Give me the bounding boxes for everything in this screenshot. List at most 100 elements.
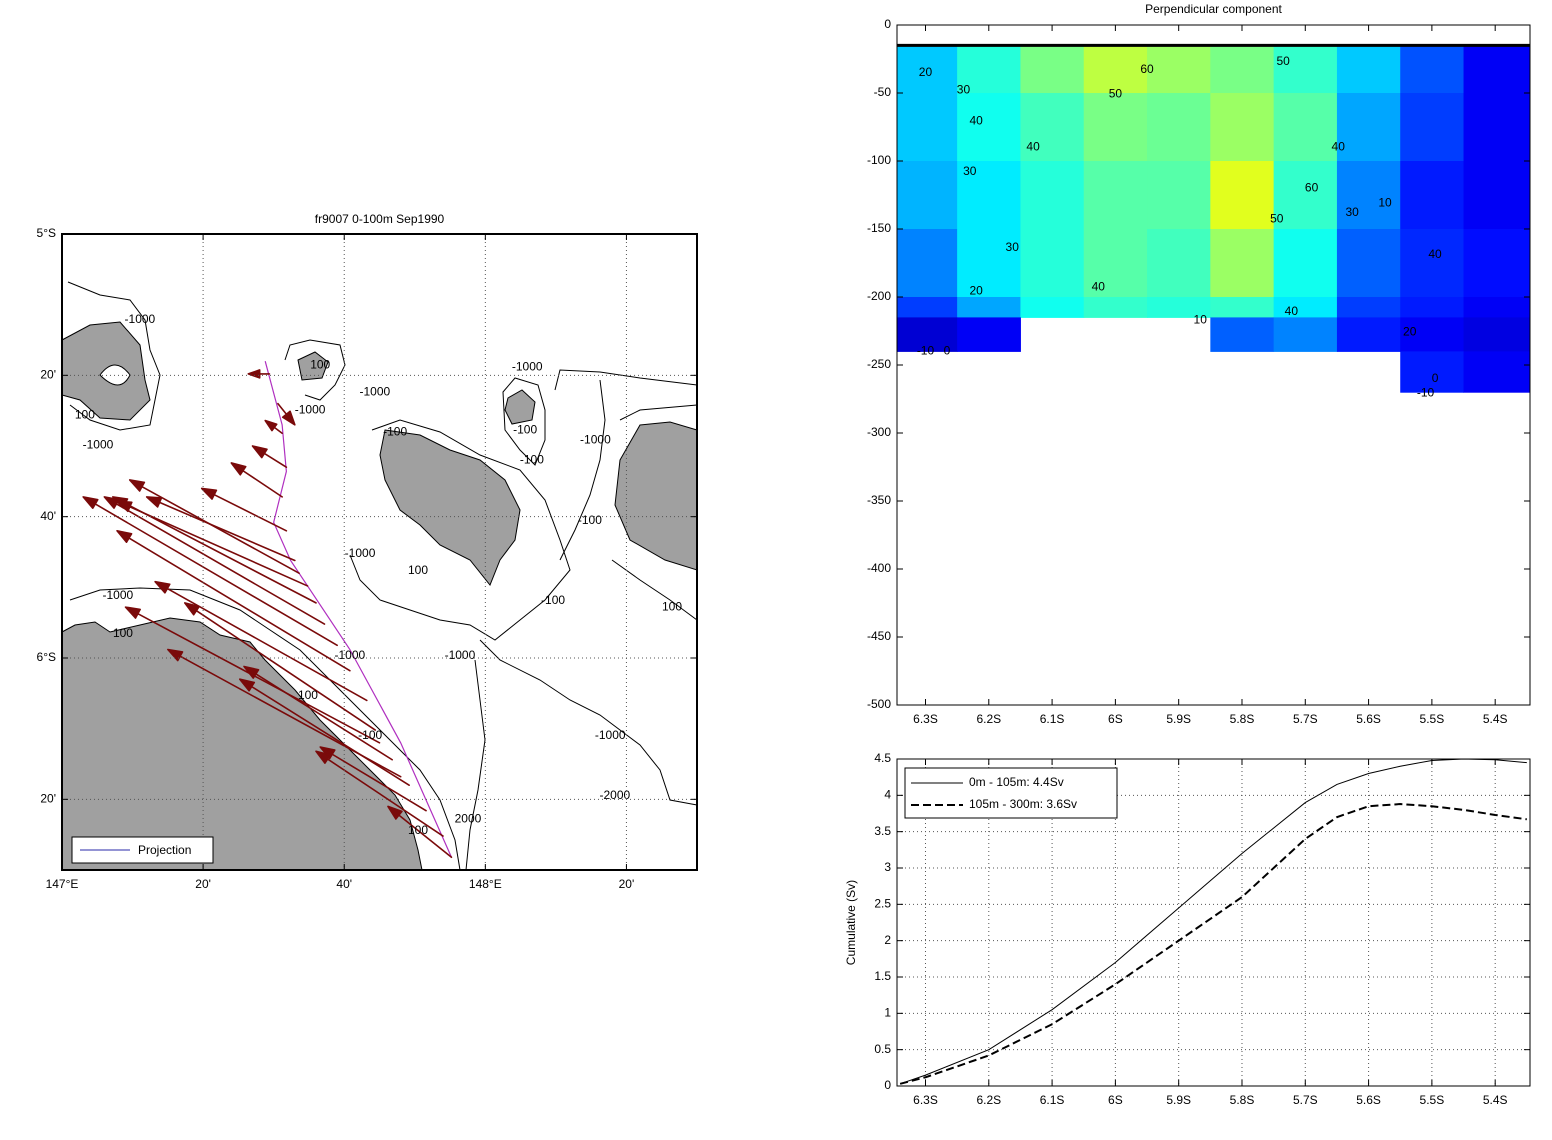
contour-cell [1147, 229, 1211, 298]
contour-label: 40 [1332, 140, 1346, 154]
contour-label: -1000 [103, 588, 134, 602]
contour-cell [957, 161, 1021, 230]
contour-cell [957, 93, 1021, 162]
y-tick-label: -350 [867, 493, 891, 507]
y-tick-label: -400 [867, 561, 891, 575]
velocity-arrow [315, 750, 444, 837]
legend-box [904, 767, 1118, 819]
plot-frame [61, 233, 698, 871]
x-tick-label: 5.9S [1166, 1093, 1191, 1107]
island [379, 429, 521, 586]
contour-label: -1000 [445, 648, 476, 662]
contour-cell [1400, 317, 1465, 352]
contour-cell [1336, 93, 1401, 162]
x-tick-label: 5.9S [1166, 712, 1191, 726]
contour-cell [1147, 297, 1211, 318]
y-tick-label: -500 [867, 697, 891, 711]
contour-label: 40 [1092, 280, 1106, 294]
contour-cell [1020, 93, 1085, 162]
y-tick-label: 20' [40, 791, 56, 805]
contour-cell [1210, 317, 1275, 352]
contour-cell [1273, 45, 1338, 94]
x-tick-label: 20' [619, 877, 635, 891]
y-tick-label: 3.5 [874, 824, 891, 838]
contour-cell [1400, 229, 1465, 298]
contour-cell [1083, 297, 1148, 318]
contour-line [465, 659, 486, 871]
x-tick-label: 5.6S [1356, 1093, 1381, 1107]
contour-label: -100 [513, 422, 537, 436]
island [61, 321, 151, 421]
y-tick-label: -200 [867, 289, 891, 303]
contour-line [479, 639, 698, 806]
contour-label: -1000 [83, 437, 114, 451]
contour-label: 20 [1403, 325, 1417, 339]
contour-cell [1273, 93, 1338, 162]
contour-label: -2000 [600, 788, 631, 802]
contour-label: 30 [1345, 205, 1359, 219]
contour-cell [1463, 161, 1531, 230]
contour-label: -1000 [295, 403, 326, 417]
contour-cell [1336, 297, 1401, 318]
x-tick-label: 6.2S [976, 1093, 1001, 1107]
contour-cell [1273, 161, 1338, 230]
contour-label: 30 [963, 164, 977, 178]
data-line [900, 758, 1527, 1085]
contour-cell [1210, 229, 1275, 298]
contour-cell [1400, 45, 1465, 94]
island [614, 421, 698, 571]
contour-line [349, 419, 571, 641]
contour-label: -10 [917, 344, 935, 358]
contour-label: 100 [408, 563, 428, 577]
x-tick-label: 6.1S [1040, 1093, 1065, 1107]
contour-line [284, 339, 346, 401]
y-tick-label: 5°S [37, 226, 56, 240]
land [61, 617, 423, 871]
contour-cell [1400, 297, 1465, 318]
x-tick-label: 6S [1108, 1093, 1123, 1107]
y-tick-label: 0 [884, 1078, 891, 1092]
contour-cell [897, 229, 958, 298]
chart-title: Perpendicular component [1145, 2, 1282, 16]
contour-label: 40 [1285, 304, 1299, 318]
contour-label: -100 [578, 513, 602, 527]
x-tick-label: 5.4S [1483, 712, 1508, 726]
y-axis-label: Cumulative (Sv) [844, 880, 858, 965]
contour-label: 30 [1006, 240, 1020, 254]
velocity-arrow [319, 746, 427, 812]
contour-cell [1083, 229, 1148, 298]
contour-label: 100 [298, 688, 318, 702]
x-tick-label: 6.3S [913, 712, 938, 726]
map-layout [61, 281, 698, 871]
contour-cell [1273, 229, 1338, 298]
contour-label: -10 [1417, 386, 1435, 400]
y-tick-label: -100 [867, 153, 891, 167]
velocity-arrow [82, 496, 338, 647]
contour-cell [1463, 45, 1531, 94]
y-tick-label: 1.5 [874, 969, 891, 983]
x-tick-label: 20' [195, 877, 211, 891]
velocity-arrow [251, 445, 288, 468]
velocity-arrow [128, 479, 300, 574]
legend-label: 0m - 105m: 4.4Sv [969, 775, 1064, 789]
contour-cell [1400, 93, 1465, 162]
velocity-arrow [387, 805, 453, 859]
contour-cell [1083, 93, 1148, 162]
y-tick-label: 20' [40, 367, 56, 381]
velocity-arrow [277, 402, 296, 426]
velocity-arrow [264, 419, 283, 435]
contour-cell [1463, 317, 1531, 352]
legend-label: Projection [138, 843, 191, 857]
velocity-arrow [247, 369, 271, 379]
contour-label: 30 [957, 82, 971, 96]
velocity-arrow [124, 606, 381, 744]
contour-cell [897, 161, 958, 230]
contour-cell [1400, 351, 1465, 393]
x-tick-label: 6.3S [913, 1093, 938, 1107]
contour-label: -1000 [125, 312, 156, 326]
contour-label: -100 [358, 728, 382, 742]
velocity-arrow [167, 648, 402, 778]
contour-label: 0 [944, 344, 951, 358]
contour-cell [1020, 297, 1085, 318]
contour-cell [1336, 161, 1401, 230]
